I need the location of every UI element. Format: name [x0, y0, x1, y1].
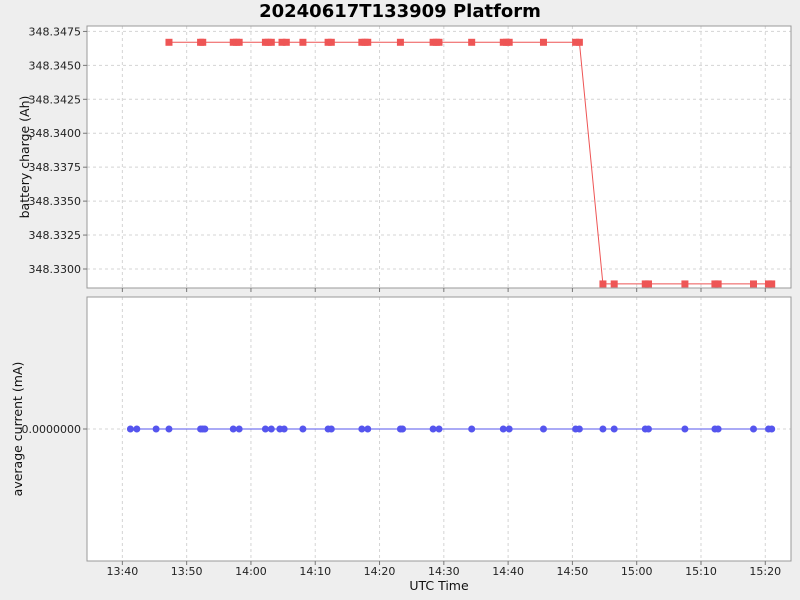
charge-y-tick-label: 348.3425: [29, 93, 82, 106]
x-tick-label: 14:30: [428, 565, 460, 578]
charge-data-point: [282, 38, 290, 46]
current-data-point: [201, 425, 209, 433]
charge-data-point: [299, 38, 307, 46]
current-data-point: [435, 425, 443, 433]
current-data-point: [749, 425, 757, 433]
x-tick-label: 14:00: [235, 565, 267, 578]
x-tick-label: 14:20: [364, 565, 396, 578]
current-data-point: [165, 425, 173, 433]
current-data-point: [261, 425, 269, 433]
current-data-point: [327, 425, 335, 433]
current-data-point: [610, 425, 618, 433]
charge-data-point: [235, 38, 243, 46]
current-data-point: [599, 425, 607, 433]
chart-title: 20240617T133909 Platform: [259, 1, 541, 22]
x-axis-label: UTC Time: [409, 578, 469, 593]
charge-data-point: [435, 38, 443, 46]
current-data-point: [299, 425, 307, 433]
current-data-point: [267, 425, 275, 433]
charge-data-point: [505, 38, 513, 46]
charge-data-point: [572, 38, 580, 46]
current-data-point: [539, 425, 547, 433]
current-data-point: [364, 425, 372, 433]
charge-data-point: [575, 38, 583, 46]
current-data-point: [429, 425, 437, 433]
current-data-point: [575, 425, 583, 433]
charge-plot-area: [87, 26, 791, 288]
current-data-point: [358, 425, 366, 433]
current-data-point: [644, 425, 652, 433]
current-data-point: [235, 425, 243, 433]
x-tick-label: 15:10: [685, 565, 717, 578]
current-data-point: [499, 425, 507, 433]
charge-y-tick-label: 348.3375: [29, 161, 82, 174]
current-data-point: [280, 425, 288, 433]
charge-y-tick-label: 348.3475: [29, 25, 82, 38]
charge-data-point: [644, 280, 652, 288]
charge-data-point: [468, 38, 476, 46]
charge-data-point: [267, 38, 275, 46]
x-tick-label: 15:00: [621, 565, 653, 578]
charge-data-point: [749, 280, 757, 288]
charge-data-point: [165, 38, 173, 46]
charge-y-tick-label: 348.3325: [29, 229, 82, 242]
current-data-point: [681, 425, 689, 433]
current-data-point: [152, 425, 160, 433]
current-y-tick-label: 0.0000000: [22, 423, 82, 436]
charge-data-point: [364, 38, 372, 46]
x-tick-label: 14:50: [557, 565, 589, 578]
charge-data-point: [539, 38, 547, 46]
charge-plot-frame: [86, 25, 792, 289]
charge-y-tick-label: 348.3300: [29, 263, 82, 276]
current-data-point: [399, 425, 407, 433]
charge-data-point: [768, 280, 776, 288]
current-y-axis-label: average current (mA): [10, 362, 25, 497]
x-tick-label: 14:40: [492, 565, 524, 578]
current-data-point: [768, 425, 776, 433]
data-layer: [126, 38, 776, 433]
charge-data-point: [278, 38, 286, 46]
charge-y-tick-label: 348.3450: [29, 59, 82, 72]
current-data-point: [468, 425, 476, 433]
x-tick-label: 13:40: [107, 565, 139, 578]
current-data-point: [133, 425, 141, 433]
current-data-point: [229, 425, 237, 433]
tick-layer: 13:40 13:50 14:00 14:10 14:20 14:30 14:40 14:50…: [22, 25, 782, 578]
charge-data-point: [599, 280, 607, 288]
charge-y-tick-label: 348.3350: [29, 195, 82, 208]
charge-data-point: [714, 280, 722, 288]
charge-data-point: [610, 280, 618, 288]
charge-data-point: [327, 38, 335, 46]
charge-y-tick-label: 348.3400: [29, 127, 82, 140]
current-data-point: [126, 425, 134, 433]
x-tick-label: 15:20: [749, 565, 781, 578]
current-data-point: [714, 425, 722, 433]
current-data-point: [505, 425, 513, 433]
charge-data-point: [396, 38, 404, 46]
charge-data-point: [681, 280, 689, 288]
charge-y-axis-label: battery charge (Ah): [17, 96, 32, 219]
x-tick-label: 14:10: [299, 565, 331, 578]
charge-data-point: [199, 38, 207, 46]
x-tick-label: 13:50: [171, 565, 203, 578]
